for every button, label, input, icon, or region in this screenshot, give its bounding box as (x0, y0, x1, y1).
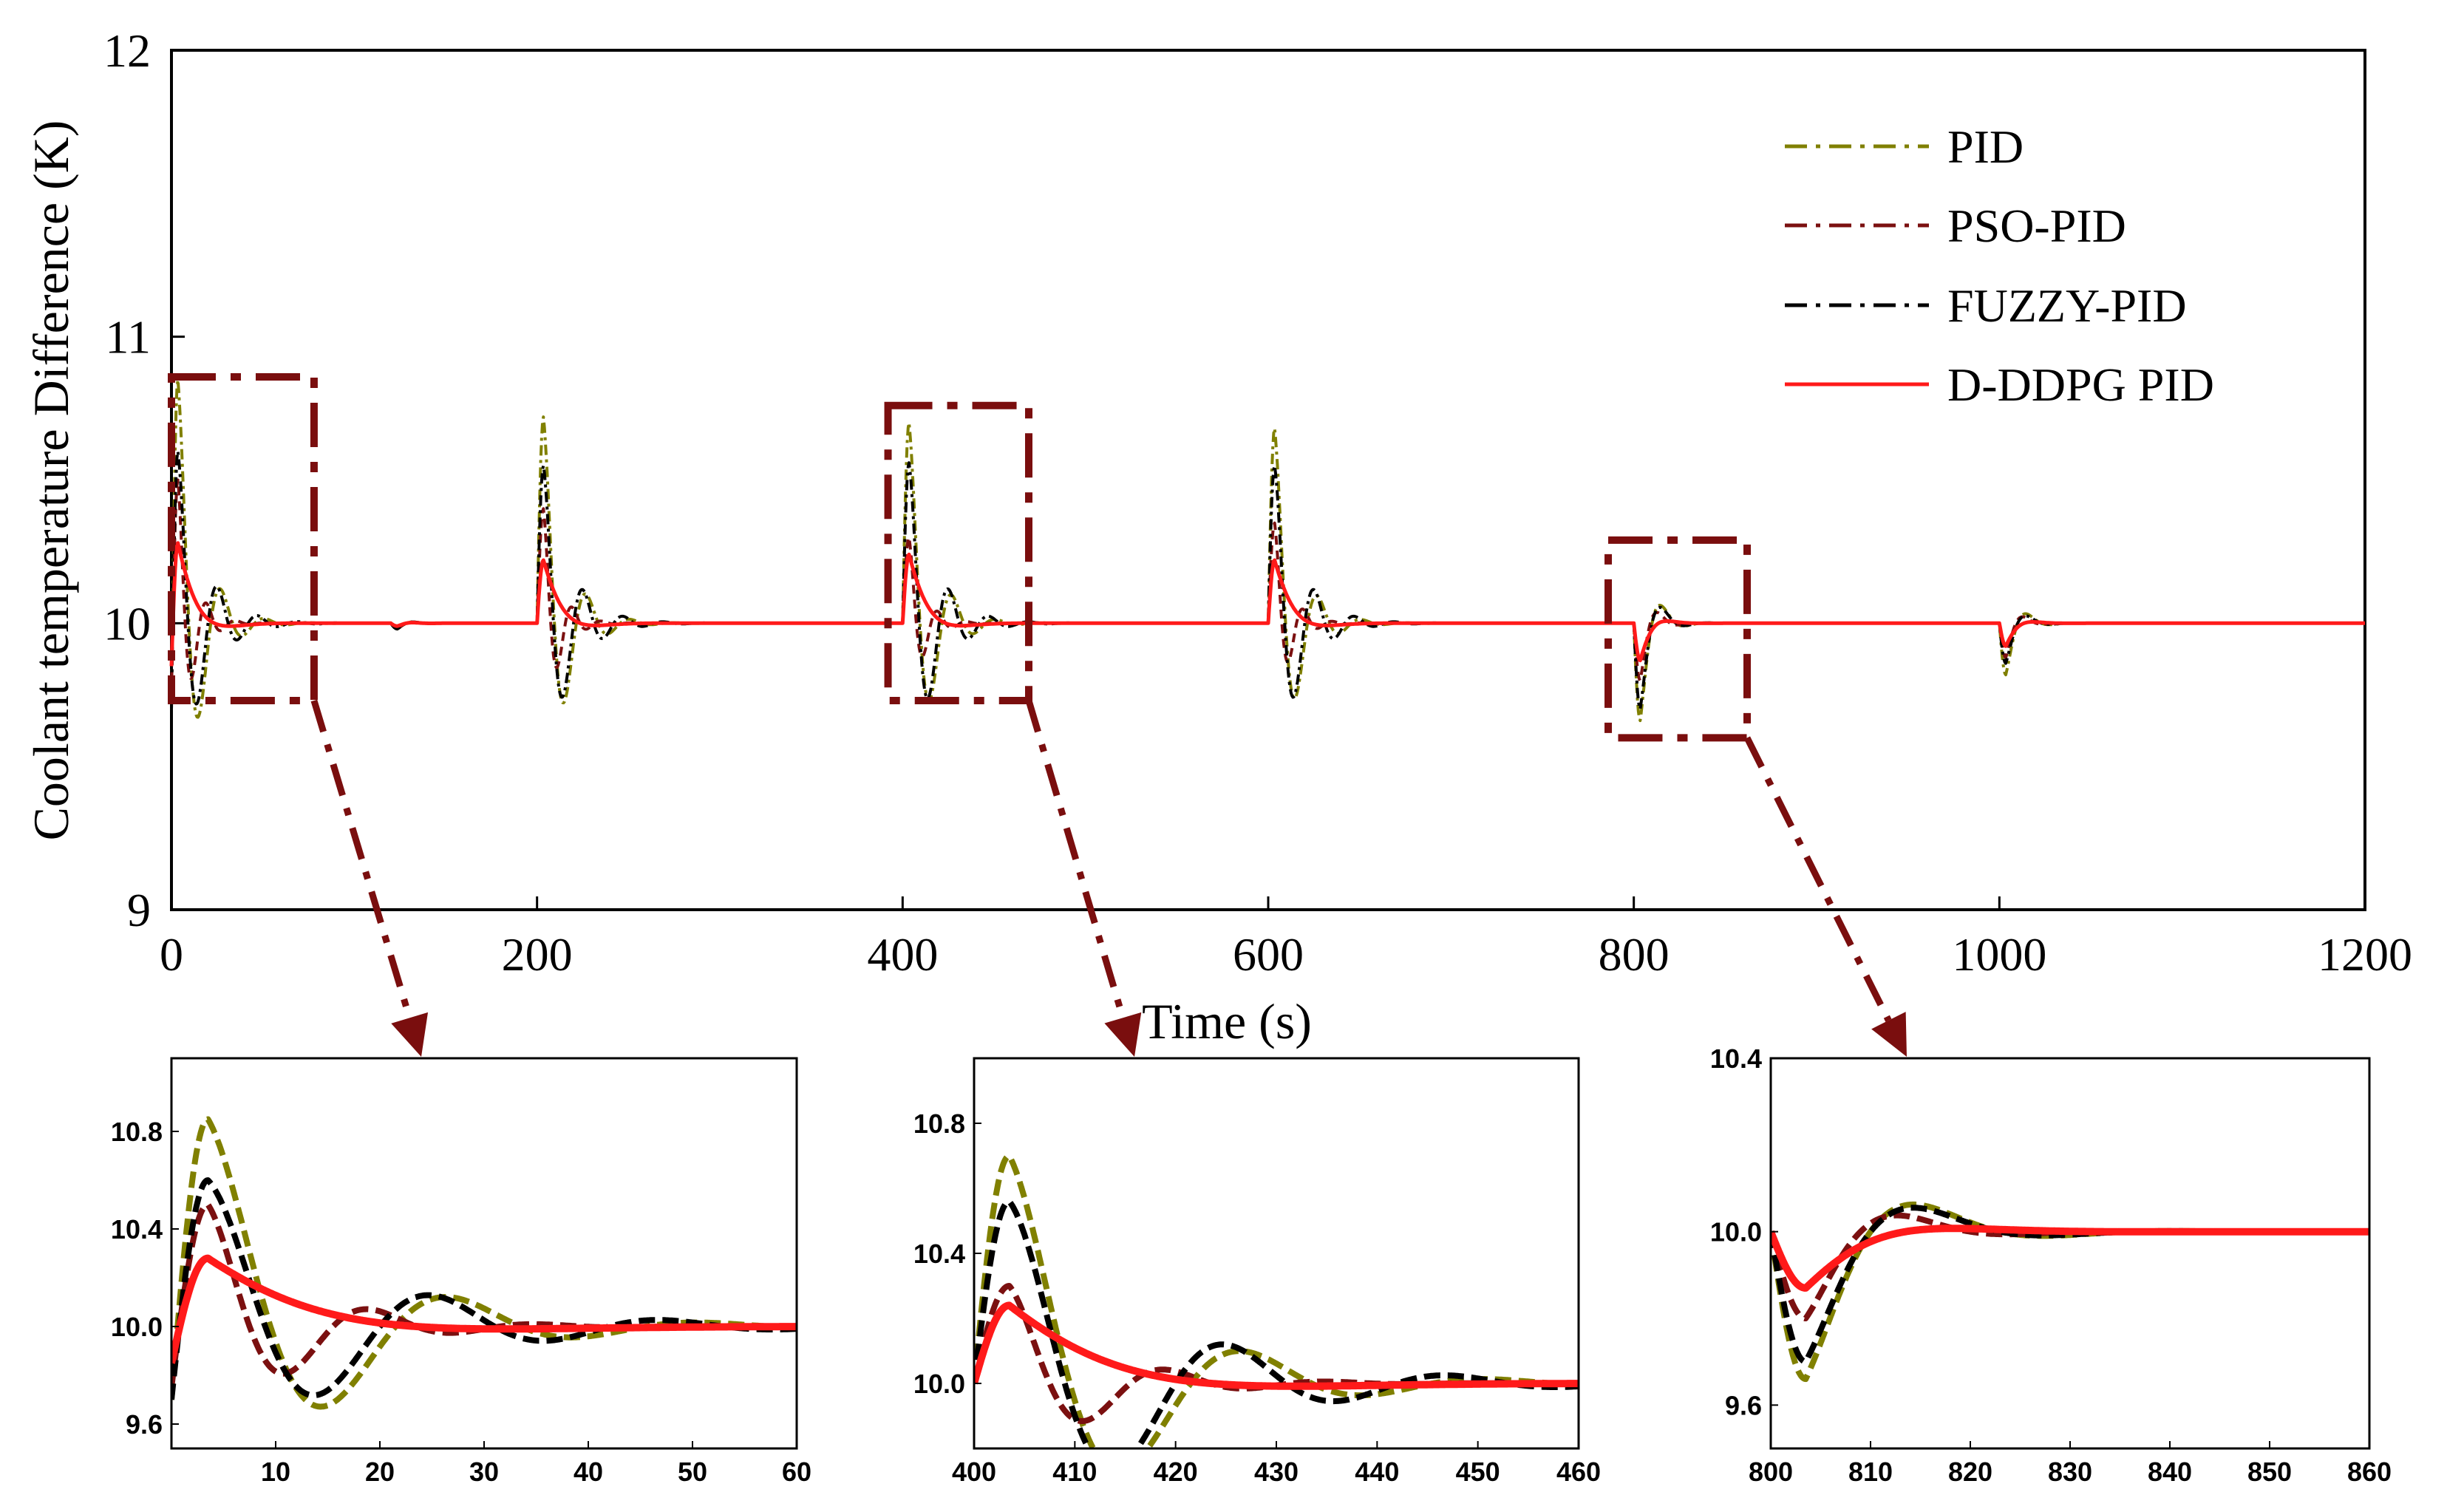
inset-3-series (1771, 1201, 2369, 1383)
y-tick-label: 9 (127, 884, 151, 936)
zoom-arrow-1 (310, 699, 413, 1019)
inset-x-tick-label: 840 (2148, 1457, 2192, 1487)
inset-y-tick-label: 10.0 (111, 1312, 163, 1342)
legend-label-pso-pid: PSO-PID (1947, 200, 2126, 252)
inset-1-frame (170, 1057, 798, 1450)
main-chart: 0 200 400 600 800 1000 1200 9 10 11 12 Time (s) Co… (23, 24, 2412, 1049)
main-ticks: 0 200 400 600 800 1000 1200 9 10 11 12 (103, 24, 2412, 981)
x-tick-label: 600 (1233, 928, 1304, 981)
inset-y-tick-label: 10.8 (913, 1109, 965, 1139)
inset-1-series (171, 1116, 797, 1410)
inset-chart-3: 800 810 820 830 840 850 860 9.6 10.0 10.4 (1710, 1043, 2392, 1487)
zoom-arrow-head-2 (1104, 1012, 1142, 1057)
main-series-fuzzy-pid (170, 449, 2366, 711)
x-tick-label: 200 (502, 928, 573, 981)
inset-x-tick-label: 420 (1154, 1457, 1198, 1487)
legend-label-ddpg-pid: D-DDPG PID (1947, 358, 2214, 411)
inset-y-tick-label: 10.8 (111, 1117, 163, 1147)
inset-x-tick-label: 30 (469, 1457, 499, 1487)
inset-x-tick-label: 820 (1948, 1457, 1992, 1487)
inset-y-tick-label: 10.4 (913, 1239, 965, 1269)
inset-2-series-fuzzy-pid (974, 1198, 1579, 1448)
zoom-boxes (168, 372, 1752, 742)
inset-1-series-pso-pid (171, 1202, 797, 1389)
inset-x-tick-label: 800 (1749, 1457, 1793, 1487)
inset-y-tick-label: 10.0 (1710, 1217, 1762, 1247)
inset-x-tick-label: 440 (1355, 1457, 1399, 1487)
inset-2-series (974, 1153, 1579, 1448)
zoom-arrows (310, 699, 1907, 1057)
inset-x-tick-label: 410 (1052, 1457, 1097, 1487)
zoom-arrow-3 (1743, 736, 1892, 1022)
inset-y-tick-label: 9.6 (126, 1409, 163, 1440)
inset-y-tick-label: 10.4 (111, 1214, 163, 1244)
x-tick-label: 1000 (1952, 928, 2046, 981)
inset-x-tick-label: 830 (2048, 1457, 2092, 1487)
x-tick-label: 0 (160, 928, 183, 981)
inset-y-tick-label: 10.0 (913, 1369, 965, 1399)
inset-x-tick-label: 400 (952, 1457, 996, 1487)
main-series-ddpg-pid (169, 541, 2366, 667)
y-axis-title: Coolant temperature Difference (K) (23, 120, 79, 841)
zoom-box-2 (884, 401, 1032, 705)
legend: PID PSO-PID FUZZY-PID D-DDPG PID (1785, 120, 2214, 411)
y-tick-label: 11 (105, 311, 151, 364)
inset-x-tick-label: 860 (2347, 1457, 2392, 1487)
x-tick-label: 800 (1599, 928, 1670, 981)
zoom-arrow-head-1 (391, 1012, 429, 1057)
inset-x-tick-label: 850 (2247, 1457, 2292, 1487)
zoom-box-1 (168, 372, 318, 705)
inset-x-tick-label: 460 (1556, 1457, 1601, 1487)
inset-x-tick-label: 450 (1456, 1457, 1500, 1487)
main-series (169, 378, 2366, 723)
inset-1-series-ddpg-pid (171, 1254, 797, 1364)
zoom-arrow-2 (1025, 699, 1126, 1019)
inset-chart-2: 400 410 420 430 440 450 460 10.0 10.4 10.8 (913, 1057, 1601, 1487)
inset-x-tick-label: 430 (1254, 1457, 1299, 1487)
inset-x-tick-label: 810 (1848, 1457, 1893, 1487)
inset-chart-1: 10 20 30 40 50 60 9.6 10.0 10.4 10.8 (111, 1057, 811, 1487)
main-series-pid (170, 378, 2366, 723)
zoom-arrow-head-3 (1871, 1012, 1907, 1057)
main-plot-frame (170, 49, 2366, 911)
inset-y-tick-label: 9.6 (1725, 1390, 1762, 1420)
y-tick-label: 10 (103, 597, 151, 650)
inset-x-tick-label: 40 (574, 1457, 603, 1487)
legend-label-fuzzy-pid: FUZZY-PID (1947, 279, 2187, 332)
x-axis-title: Time (s) (1142, 993, 1312, 1049)
zoom-box-3 (1604, 536, 1752, 742)
inset-x-tick-label: 10 (261, 1457, 290, 1487)
inset-3-series-ddpg-pid (1771, 1225, 2369, 1292)
inset-x-tick-label: 20 (365, 1457, 395, 1487)
legend-label-pid: PID (1947, 120, 2024, 173)
x-tick-label: 400 (867, 928, 938, 981)
y-tick-label: 12 (103, 24, 151, 77)
inset-x-tick-label: 60 (782, 1457, 811, 1487)
inset-1-series-fuzzy-pid (171, 1177, 797, 1400)
inset-x-tick-label: 50 (678, 1457, 707, 1487)
inset-2-series-pid (974, 1153, 1579, 1448)
inset-y-tick-label: 10.4 (1710, 1043, 1762, 1074)
inset-2-series-ddpg-pid (974, 1301, 1579, 1390)
x-tick-label: 1200 (2318, 928, 2412, 981)
